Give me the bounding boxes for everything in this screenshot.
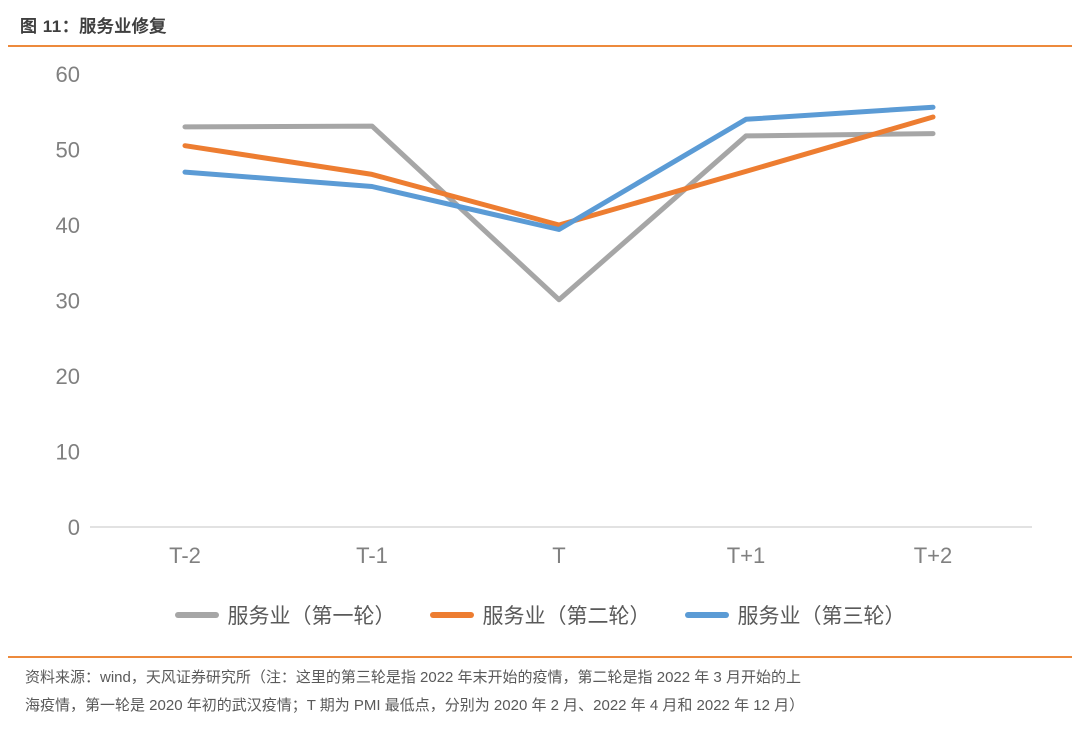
y-axis-tick-label: 30: [56, 289, 80, 314]
title-underline-rule: [8, 45, 1072, 47]
legend-swatch-round3: [684, 612, 729, 618]
x-axis-tick-label: T-2: [169, 543, 201, 568]
y-axis-tick-label: 50: [56, 138, 80, 163]
y-axis-tick-label: 0: [68, 515, 80, 540]
legend-swatch-round1: [174, 612, 219, 618]
y-axis-tick-label: 60: [56, 62, 80, 87]
legend-item-round1: 服务业（第一轮）: [174, 600, 396, 630]
source-note: 资料来源：wind，天风证券研究所（注：这里的第三轮是指 2022 年末开始的疫…: [0, 658, 1080, 720]
legend-label-round2: 服务业（第二轮）: [482, 605, 651, 628]
source-note-line2: 海疫情，第一轮是 2020 年初的武汉疫情；T 期为 PMI 最低点，分别为 2…: [25, 697, 805, 714]
line-chart: 0 10 20 30 40 50 60 T-2 T-1 T T+1 T+2: [56, 62, 1032, 568]
x-axis-tick-label: T+2: [914, 543, 953, 568]
x-axis-tick-label: T-1: [356, 543, 388, 568]
footer-top-rule: [8, 656, 1072, 658]
legend-item-round3: 服务业（第三轮）: [684, 600, 906, 630]
legend-label-round1: 服务业（第一轮）: [227, 605, 396, 628]
y-axis-tick-label: 40: [56, 213, 80, 238]
chart-legend: 服务业（第一轮） 服务业（第二轮） 服务业（第三轮）: [0, 594, 1080, 636]
x-axis-tick-label: T: [552, 543, 565, 568]
series-line-round2: [182, 114, 936, 228]
y-axis-tick-label: 20: [56, 364, 80, 389]
chart-area: 0 10 20 30 40 50 60 T-2 T-1 T T+1 T+2: [0, 47, 1080, 592]
series-line-round3: [182, 104, 936, 232]
series-line-round1: [182, 123, 936, 303]
legend-swatch-round2: [429, 612, 474, 618]
y-axis-tick-label: 10: [56, 440, 80, 465]
x-axis-tick-label: T+1: [727, 543, 766, 568]
legend-label-round3: 服务业（第三轮）: [737, 605, 906, 628]
source-note-line1: 资料来源：wind，天风证券研究所（注：这里的第三轮是指 2022 年末开始的疫…: [25, 669, 801, 686]
legend-item-round2: 服务业（第二轮）: [429, 600, 651, 630]
figure-title: 图 11：服务业修复: [20, 17, 167, 36]
